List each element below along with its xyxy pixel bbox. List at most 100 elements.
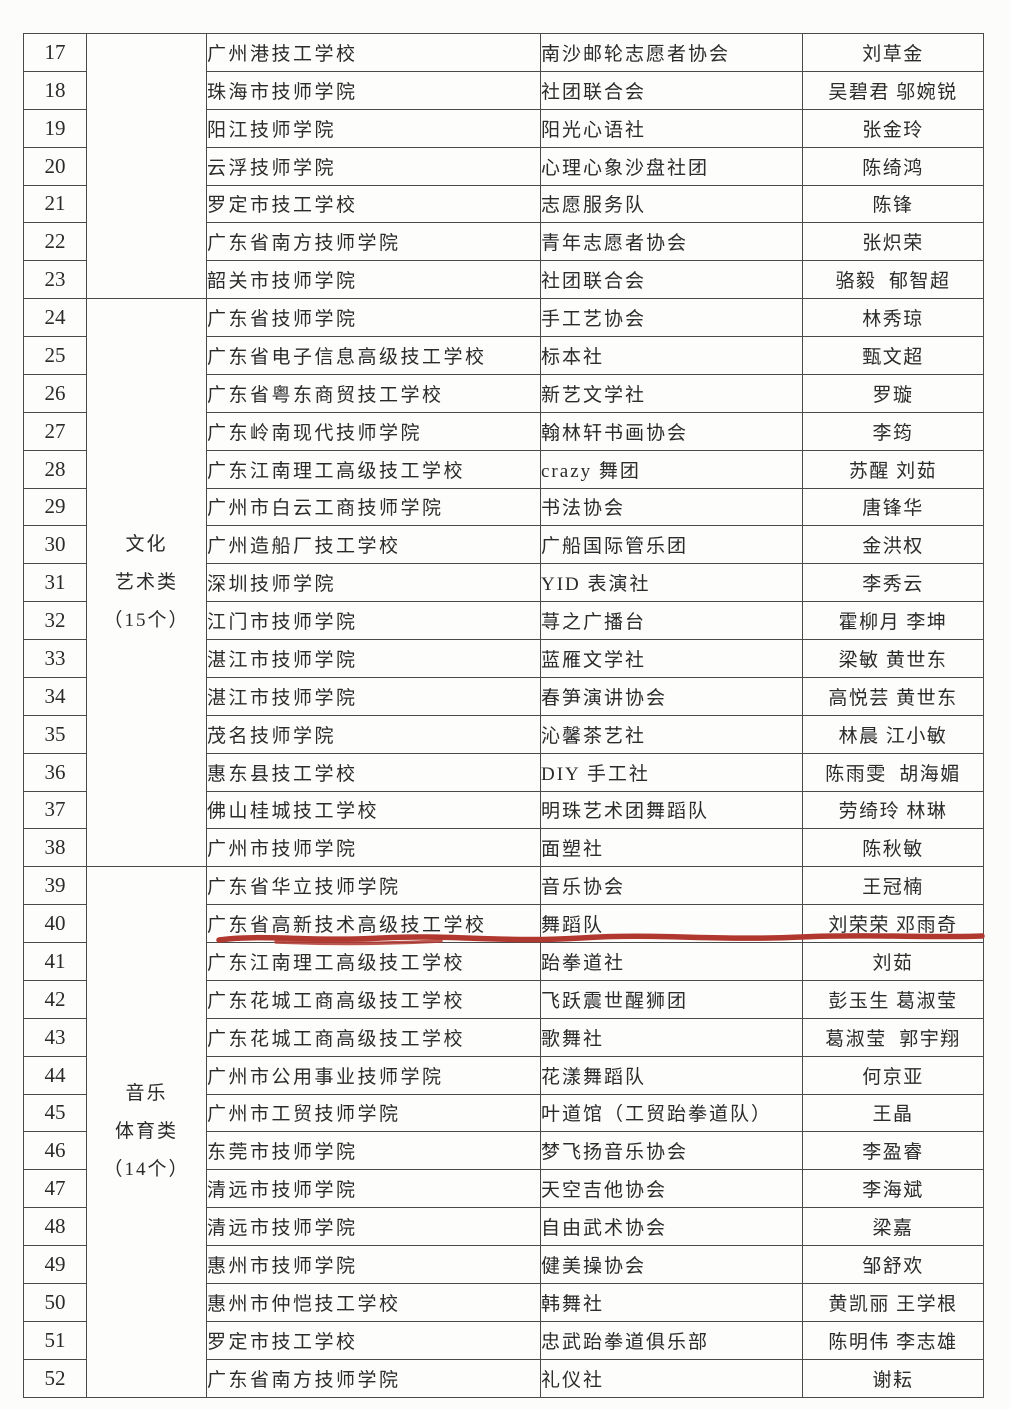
- school-cell: 广东省粤东商贸技工学校: [206, 373, 541, 413]
- school-cell: 湛江市技师学院: [206, 639, 541, 678]
- names-cell: 王晶: [802, 1093, 984, 1133]
- table-row: 45 广州市工贸技师学院 叶道馆（工贸跆拳道队） 王晶: [23, 1093, 984, 1133]
- row-number-cell: 45: [23, 1093, 87, 1133]
- row-number-cell: 20: [23, 146, 87, 186]
- row-number-cell: 35: [23, 714, 87, 754]
- club-cell: 阳光心语社: [540, 108, 803, 148]
- names-cell: 陈锋: [802, 184, 984, 224]
- row-number-cell: 39: [23, 866, 87, 906]
- club-cell: 翰林轩书画协会: [540, 411, 803, 451]
- row-number-cell: 28: [23, 449, 87, 489]
- school-cell: 佛山桂城技工学校: [206, 790, 541, 830]
- school-cell: 茂名技师学院: [206, 714, 541, 754]
- row-number-cell: 23: [23, 260, 87, 300]
- school-cell: 广州造船厂技工学校: [206, 525, 541, 565]
- names-cell: 陈明伟 李志雄: [802, 1320, 984, 1360]
- names-cell: 陈绮鸿: [802, 146, 984, 186]
- club-cell: YID 表演社: [540, 563, 803, 603]
- school-cell: 罗定市技工学校: [206, 1320, 541, 1360]
- school-cell: 惠东县技工学校: [206, 752, 541, 792]
- table-row: 44 广州市公用事业技师学院 花漾舞蹈队 何京亚: [23, 1055, 984, 1095]
- names-cell: 刘草金: [802, 33, 984, 72]
- names-cell: 唐锋华: [802, 487, 984, 527]
- table-row: 31 深圳技师学院 YID 表演社 李秀云: [23, 563, 984, 603]
- table-row: 30 广州造船厂技工学校 广船国际管乐团 金洪权: [23, 525, 984, 565]
- names-cell: 葛淑莹 郭宇翔: [802, 1017, 984, 1057]
- table-row: 39 音乐 体育类 （14个） 广东省华立技师学院 音乐协会 王冠楠: [23, 866, 984, 1398]
- row-number-cell: 24: [23, 298, 87, 337]
- school-cell: 惠州市技师学院: [206, 1245, 541, 1284]
- row-number-cell: 22: [23, 222, 87, 262]
- row-number-cell: 21: [23, 184, 87, 224]
- table-row: 51 罗定市技工学校 忠武跆拳道俱乐部 陈明伟 李志雄: [23, 1320, 984, 1360]
- club-cell: 蓝雁文学社: [540, 639, 803, 678]
- table-row: 17 广州港技工学校 南沙邮轮志愿者协会 刘草金: [23, 32, 984, 300]
- row-number-cell: 51: [23, 1320, 87, 1360]
- school-cell: 东莞市技师学院: [206, 1131, 541, 1171]
- row-number-cell: 37: [23, 790, 87, 830]
- row-number-cell: 49: [23, 1245, 87, 1284]
- table-row: 26 广东省粤东商贸技工学校 新艺文学社 罗璇: [23, 373, 984, 413]
- table-row: 20 云浮技师学院 心理心象沙盘社团 陈绮鸿: [23, 146, 984, 186]
- names-cell: 王冠楠: [802, 866, 984, 906]
- row-number-cell: 50: [23, 1282, 87, 1322]
- school-cell: 云浮技师学院: [206, 146, 541, 186]
- club-cell: 飞跃震世醒狮团: [540, 979, 803, 1019]
- row-number-cell: 48: [23, 1207, 87, 1246]
- table-row: 48 清远市技师学院 自由武术协会 梁嘉: [23, 1207, 984, 1246]
- school-cell: 罗定市技工学校: [206, 184, 541, 224]
- table-row: 22 广东省南方技师学院 青年志愿者协会 张炽荣: [23, 222, 984, 262]
- club-cell: 音乐协会: [540, 866, 803, 906]
- table-row: 38 广州市技师学院 面塑社 陈秋敏: [23, 828, 984, 868]
- club-cell: 韩舞社: [540, 1282, 803, 1322]
- table-row: 18 珠海市技师学院 社团联合会 吴碧君 邬婉锐: [23, 70, 984, 110]
- club-cell: 叶道馆（工贸跆拳道队）: [540, 1093, 803, 1133]
- school-cell: 广东岭南现代技师学院: [206, 411, 541, 451]
- school-cell: 广州港技工学校: [206, 33, 541, 72]
- category-cell: 音乐 体育类 （14个）: [86, 866, 207, 1398]
- names-cell: 邹舒欢: [802, 1245, 984, 1284]
- names-cell: 梁敏 黄世东: [802, 639, 984, 678]
- row-number-cell: 36: [23, 752, 87, 792]
- names-cell: 谢耘: [802, 1358, 984, 1398]
- club-cell: 舞蹈队: [540, 904, 803, 943]
- club-cell: 心理心象沙盘社团: [540, 146, 803, 186]
- category-line: 体育类: [114, 1120, 178, 1142]
- club-cell: crazy 舞团: [540, 449, 803, 489]
- school-cell: 广州市技师学院: [206, 828, 541, 868]
- names-cell: 林秀琼: [802, 298, 984, 337]
- club-cell: 健美操协会: [540, 1245, 803, 1284]
- school-cell: 广州市白云工商技师学院: [206, 487, 541, 527]
- row-number-cell: 38: [23, 828, 87, 868]
- table-row: 28 广东江南理工高级技工学校 crazy 舞团 苏醒 刘茹: [23, 449, 984, 489]
- table-row: 35 茂名技师学院 沁馨茶艺社 林晨 江小敏: [23, 714, 984, 754]
- school-cell: 清远市技师学院: [206, 1169, 541, 1209]
- school-cell: 江门市技师学院: [206, 601, 541, 640]
- school-cell: 广东省电子信息高级技工学校: [206, 336, 541, 375]
- club-cell: 沁馨茶艺社: [540, 714, 803, 754]
- names-cell: 刘茹: [802, 942, 984, 981]
- table-row: 43 广东花城工商高级技工学校 歌舞社 葛淑莹 郭宇翔: [23, 1017, 984, 1057]
- category-line: 音乐: [125, 1082, 168, 1104]
- table-row: 25 广东省电子信息高级技工学校 标本社 甄文超: [23, 336, 984, 375]
- names-cell: 金洪权: [802, 525, 984, 565]
- school-cell: 清远市技师学院: [206, 1207, 541, 1246]
- club-cell: 荨之广播台: [540, 601, 803, 640]
- school-cell: 广东省华立技师学院: [206, 866, 541, 906]
- club-cell: 跆拳道社: [540, 942, 803, 981]
- category-line: （15个）: [103, 609, 190, 631]
- table-row: 27 广东岭南现代技师学院 翰林轩书画协会 李筠: [23, 411, 984, 451]
- club-cell: 春笋演讲协会: [540, 676, 803, 716]
- table-row: 36 惠东县技工学校 DIY 手工社 陈雨雯 胡海媚: [23, 752, 984, 792]
- school-cell: 深圳技师学院: [206, 563, 541, 603]
- row-number-cell: 18: [23, 70, 87, 110]
- school-cell: 珠海市技师学院: [206, 70, 541, 110]
- school-cell: 广东省南方技师学院: [206, 222, 541, 262]
- row-number-cell: 27: [23, 411, 87, 451]
- club-cell: 新艺文学社: [540, 373, 803, 413]
- award-table: 17 广州港技工学校 南沙邮轮志愿者协会 刘草金 18 珠海市技师学院 社团联合会 吴碧君 邬…: [23, 32, 984, 1398]
- club-cell: 书法协会: [540, 487, 803, 527]
- table-row: 52 广东省南方技师学院 礼仪社 谢耘: [23, 1358, 984, 1398]
- row-number-cell: 32: [23, 601, 87, 640]
- club-cell: 面塑社: [540, 828, 803, 868]
